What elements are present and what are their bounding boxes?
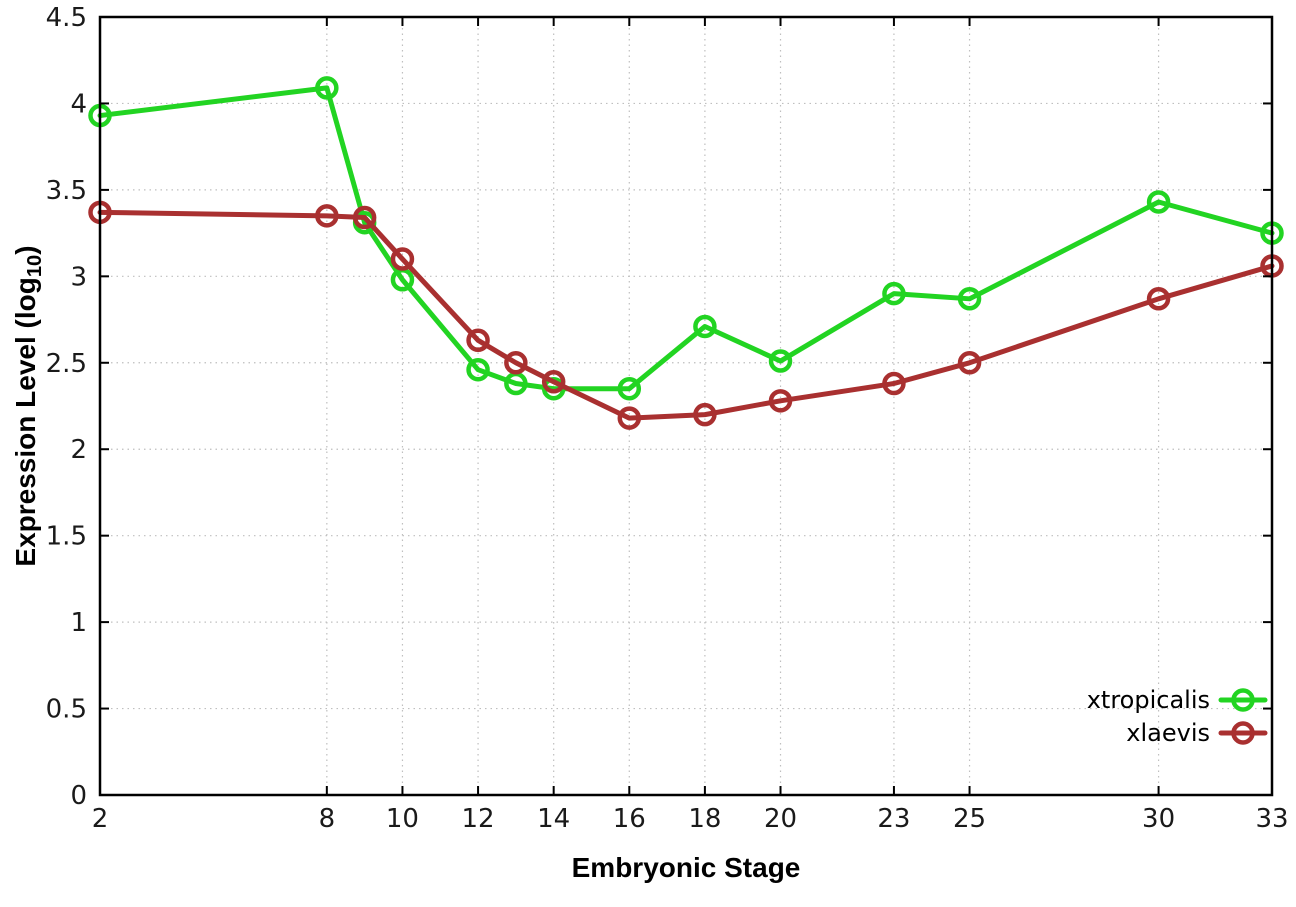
x-tick-label: 14 <box>537 804 570 834</box>
y-tick-label: 1.5 <box>46 522 87 552</box>
x-tick-label: 18 <box>688 804 721 834</box>
tick-marks <box>99 16 1273 796</box>
x-tick-label: 20 <box>764 804 797 834</box>
y-tick-label: 4.5 <box>46 3 87 33</box>
x-tick-label: 25 <box>953 804 986 834</box>
series-xlaevis <box>88 200 1284 430</box>
xtropicalis-data-point-marker <box>315 76 339 100</box>
x-tick-label: 2 <box>92 804 109 834</box>
x-tick-label: 33 <box>1255 804 1288 834</box>
x-tick-label: 12 <box>462 804 495 834</box>
xtropicalis-data-point-marker <box>768 349 793 373</box>
series-xtropicalis-line <box>97 85 1275 392</box>
y-axis-title-close: ) <box>10 245 41 255</box>
xlaevis-data-point-marker <box>541 370 566 394</box>
legend-marker-xlaevis <box>1231 721 1255 745</box>
y-tick-label: 0.5 <box>46 695 87 725</box>
grid <box>99 16 1273 796</box>
xlaevis-data-point-marker <box>693 402 717 427</box>
xtropicalis-data-point-marker <box>466 357 490 382</box>
x-tick-label: 30 <box>1142 804 1175 834</box>
y-axis-title: Expression Level (log10) <box>10 245 46 567</box>
xtropicalis-data-point-marker <box>882 281 906 306</box>
legend-marker-xtropicalis <box>1231 688 1255 712</box>
y-tick-label: 4 <box>70 89 87 119</box>
xlaevis-data-point-marker <box>617 406 642 430</box>
xlaevis-data-point-marker <box>315 204 339 228</box>
xlaevis-data-point-marker <box>390 247 415 271</box>
x-tick-label: 23 <box>877 804 910 834</box>
xlaevis-data-point-marker <box>352 205 377 230</box>
y-tick-label: 2.5 <box>46 349 87 379</box>
plot-border <box>98 15 1274 797</box>
series-xtropicalis <box>88 76 1284 401</box>
x-tick-label: 8 <box>319 804 336 834</box>
series-xlaevis-line <box>97 209 1275 421</box>
xtropicalis-data-point-marker <box>1146 190 1171 214</box>
xtropicalis-data-point-marker <box>617 376 642 401</box>
xlaevis-data-point-marker <box>882 371 906 396</box>
xtropicalis-data-point-marker <box>693 314 717 339</box>
xlaevis-data-point-marker <box>957 351 982 375</box>
legend-label-xtropicalis: xtropicalis <box>1087 686 1210 714</box>
legend: xtropicalis xlaevis <box>1087 686 1268 747</box>
y-tick-label: 3.5 <box>46 176 87 206</box>
xlaevis-data-point-marker <box>1146 287 1171 311</box>
x-axis-title: Embryonic Stage <box>571 852 801 883</box>
legend-label-xlaevis: xlaevis <box>1126 719 1210 747</box>
y-tick-label: 0 <box>70 781 87 811</box>
y-tick-label: 2 <box>70 435 87 465</box>
x-tick-label: 10 <box>386 804 419 834</box>
xlaevis-data-point-marker <box>504 351 528 375</box>
xtropicalis-data-point-marker <box>957 287 982 311</box>
y-tick-label: 1 <box>70 608 87 638</box>
tick-labels: 2 8 10 12 14 16 18 20 23 25 30 33 0 0.5 1 1.5 2 2.5 3 3.5 4 4… <box>46 3 1289 834</box>
x-tick-label: 16 <box>613 804 646 834</box>
xlaevis-data-point-marker <box>768 389 793 413</box>
y-tick-label: 3 <box>70 262 87 292</box>
y-axis-title-main: Expression Level (log <box>10 277 41 567</box>
xlaevis-data-point-marker <box>466 328 490 353</box>
y-axis-title-subscript: 10 <box>23 254 46 278</box>
